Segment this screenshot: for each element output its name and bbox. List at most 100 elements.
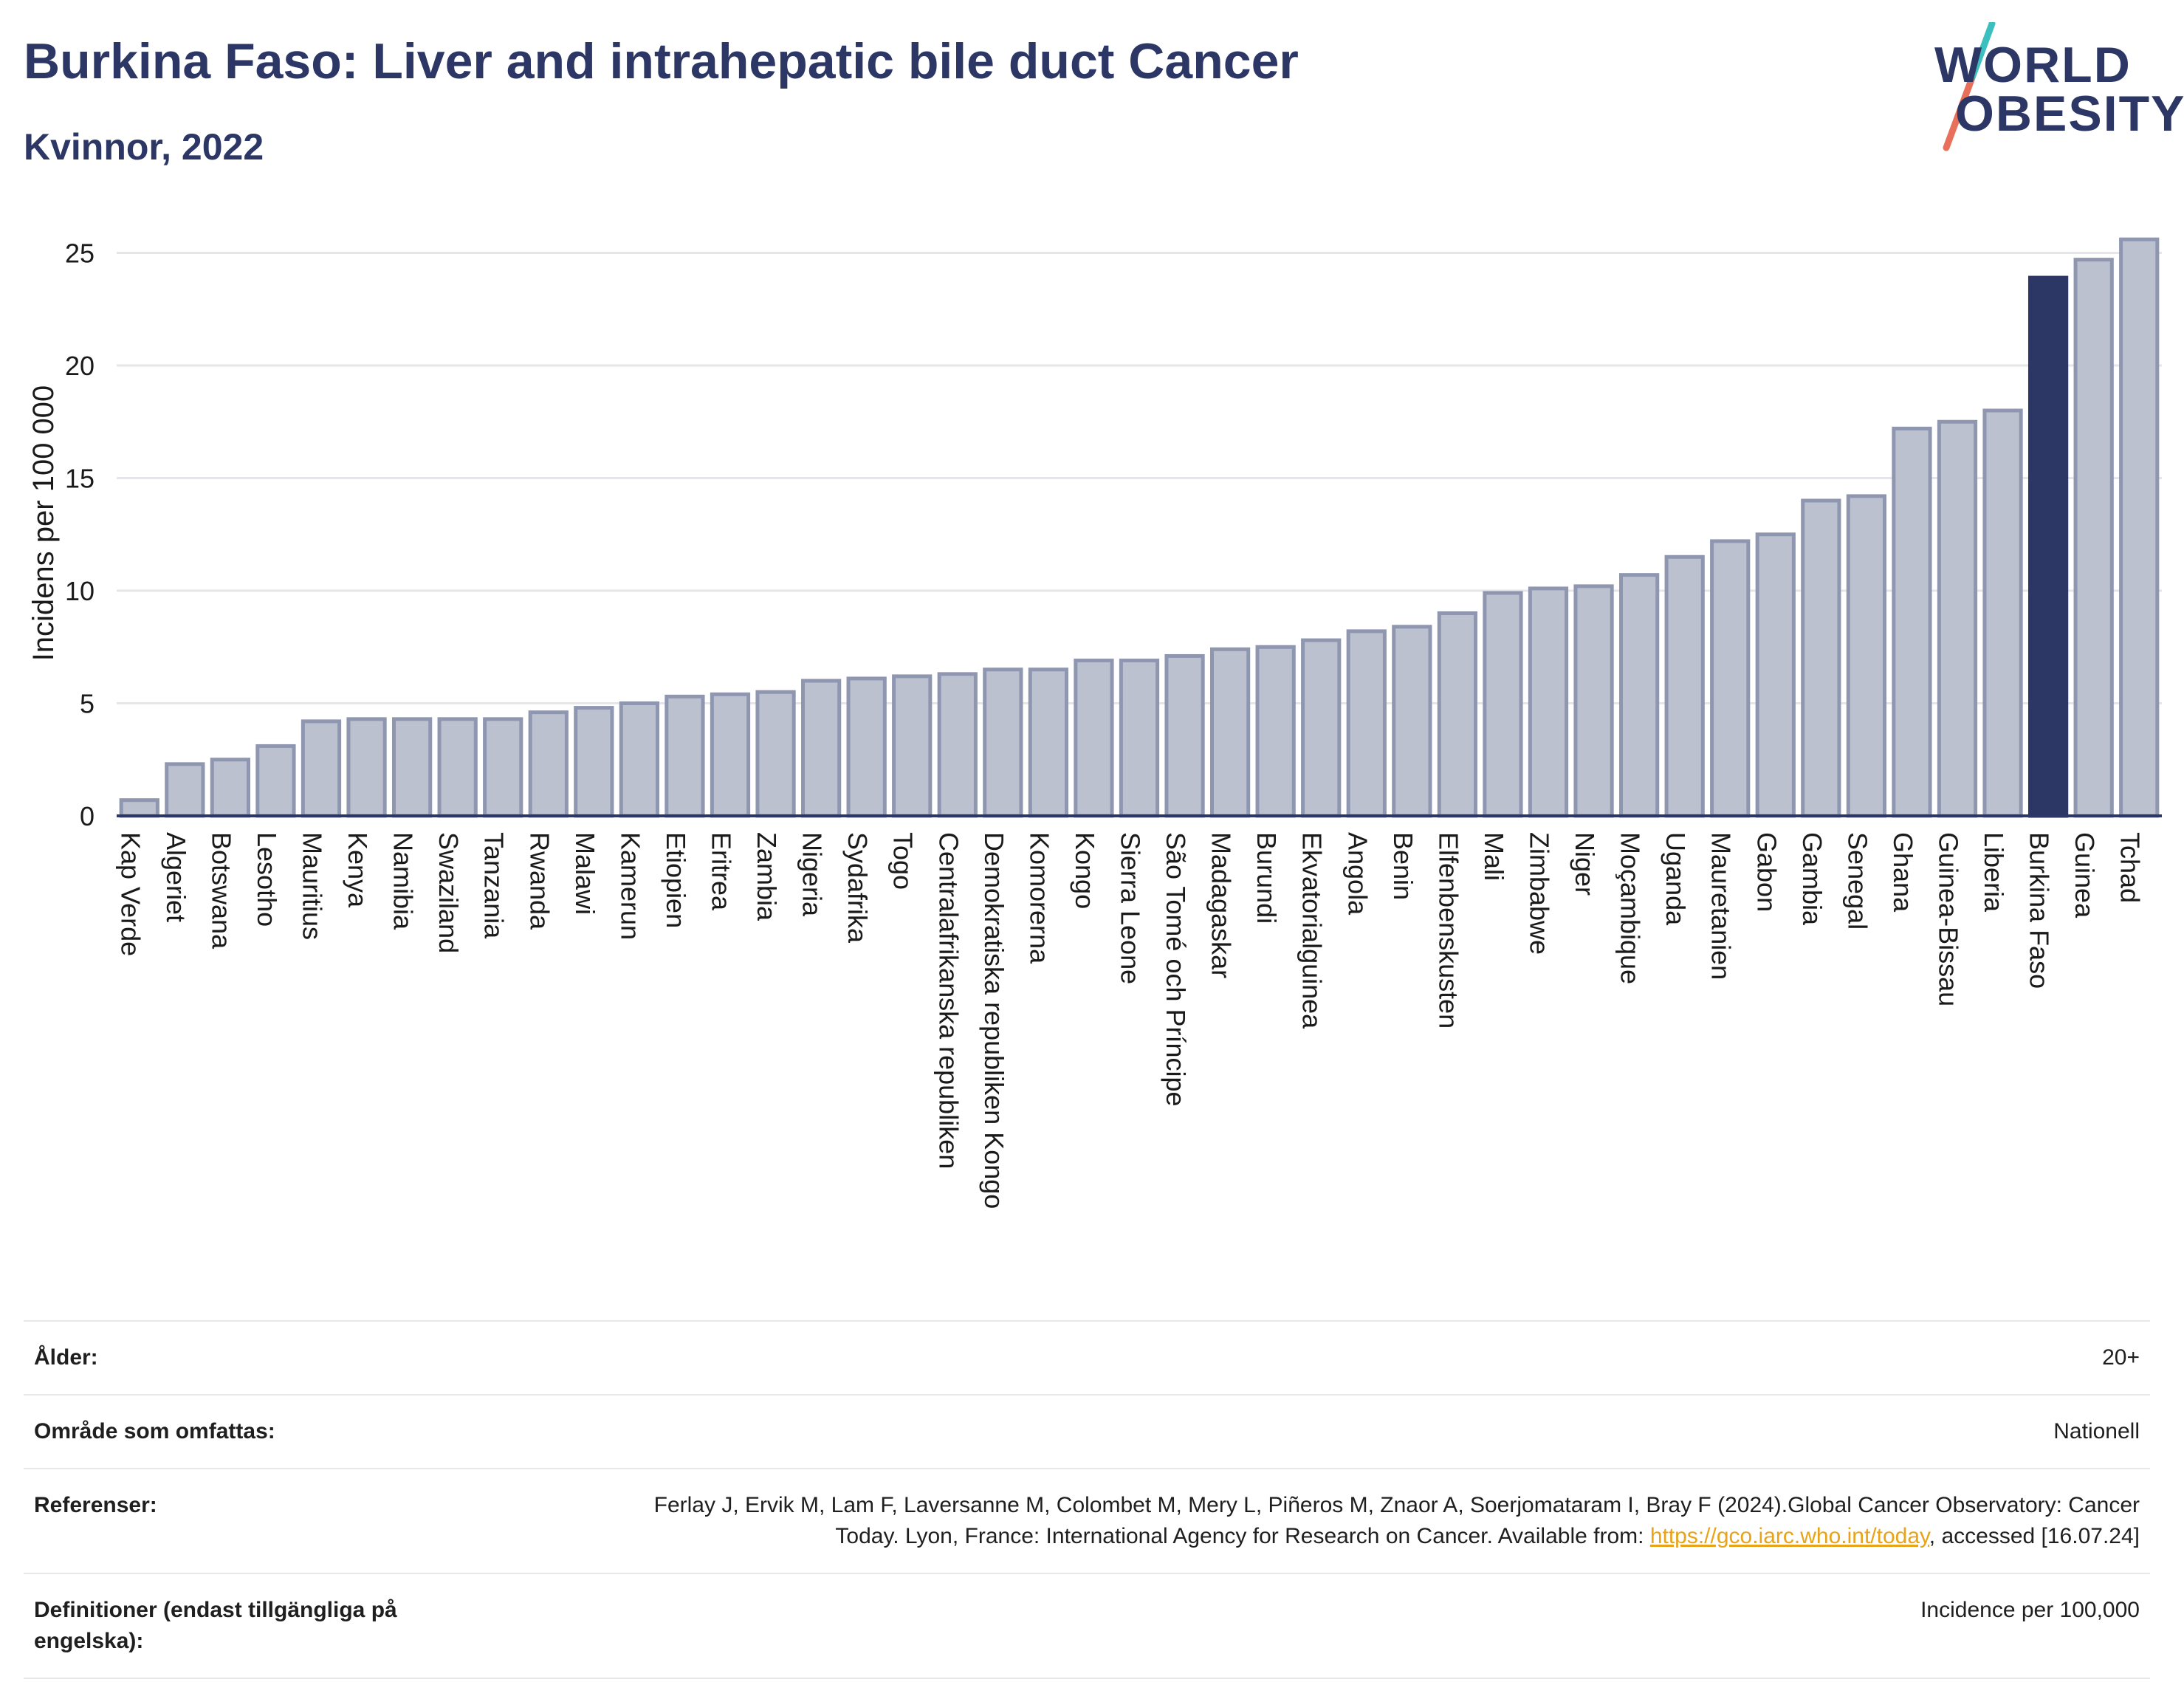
bar-gambia	[1801, 498, 1841, 818]
reference-link[interactable]: https://gco.iarc.who.int/today	[1649, 1524, 1929, 1548]
x-tick-label: Rwanda	[524, 832, 554, 930]
meta-area-value: Nationell	[2053, 1419, 2140, 1443]
bar-liberia	[1982, 408, 2023, 818]
meta-row-definitions: Definitioner (endast tillgängliga på eng…	[24, 1573, 2150, 1679]
bar-nigeria	[800, 679, 842, 818]
bar-mauritius	[301, 719, 342, 818]
meta-age-value: 20+	[2102, 1345, 2140, 1370]
bar-mauretanien	[1710, 539, 1751, 818]
x-tick-label: Uganda	[1661, 832, 1691, 926]
x-tick-label: Etiopien	[661, 832, 691, 928]
x-tick-label: São Tomé och Príncipe	[1161, 832, 1191, 1107]
x-tick-label: Guinea-Bissau	[1934, 832, 1964, 1006]
bar-guinea-bissau	[1937, 419, 1978, 818]
page-title: Burkina Faso: Liver and intrahepatic bil…	[24, 33, 1299, 89]
x-tick-label: Nigeria	[797, 832, 828, 917]
bar-komorerna	[1028, 667, 1069, 818]
bar-burundi	[1255, 645, 1296, 818]
bar-malawi	[574, 706, 614, 818]
x-tick-label: Namibia	[388, 832, 419, 930]
meta-ref-text: Ferlay J, Ervik M, Lam F, Laversanne M, …	[653, 1493, 2140, 1548]
bar-rwanda	[528, 710, 569, 818]
bar-zambia	[755, 690, 796, 818]
y-tick-label: 5	[80, 689, 95, 719]
bar-mali	[1483, 591, 1523, 818]
bar-kongo	[1074, 659, 1114, 818]
meta-age-label: Ålder:	[34, 1345, 98, 1370]
bar-uganda	[1664, 555, 1705, 818]
bar-togo	[892, 674, 933, 818]
bar-gabon	[1755, 532, 1796, 818]
page-subtitle: Kvinnor, 2022	[24, 126, 264, 168]
bar-centralafrikanska-republiken	[937, 672, 978, 818]
x-tick-label: Liberia	[1979, 832, 2009, 913]
meta-ref-value: Ferlay J, Ervik M, Lam F, Laversanne M, …	[589, 1490, 2140, 1552]
meta-row-references: Referenser: Ferlay J, Ervik M, Lam F, La…	[24, 1468, 2150, 1573]
bar-ghana	[1892, 426, 1932, 818]
world-obesity-logo: WORLD OBESITY	[1912, 22, 2184, 155]
bar-algeriet	[165, 762, 205, 818]
x-tick-label: Swaziland	[433, 832, 464, 953]
x-tick-label: Benin	[1388, 832, 1418, 900]
bar-namibia	[391, 717, 433, 818]
y-axis-label: Incidens per 100 000	[27, 385, 60, 662]
x-tick-label: Burkina Faso	[2025, 832, 2055, 989]
labels: 0 5 10 15 20 25 Incidens per 100 000 Kap Verde A…	[27, 238, 2146, 1209]
x-tick-label: Zimbabwe	[1525, 832, 1555, 955]
x-tick-label: Togo	[888, 832, 918, 890]
x-tick-label: Ekvatorialguinea	[1297, 832, 1328, 1029]
x-tick-label: Sierra Leone	[1116, 832, 1146, 984]
x-tick-label: Zambia	[752, 832, 782, 921]
bar-senegal	[1846, 494, 1887, 818]
bar-swaziland	[437, 717, 478, 818]
x-tick-label: Kap Verde	[115, 832, 145, 956]
x-tick-label: Lesotho	[252, 832, 282, 927]
x-tick-label: Kongo	[1070, 832, 1100, 909]
bar-zimbabwe	[1528, 586, 1569, 818]
y-tick-label: 25	[65, 238, 95, 269]
meta-ref-label: Referenser:	[34, 1493, 157, 1517]
bar-kap-verde	[119, 798, 159, 818]
x-tick-label: Elfenbenskusten	[1433, 832, 1463, 1029]
bar-etiopien	[665, 694, 705, 818]
logo-slash-icon	[1943, 22, 1996, 151]
x-tick-label: Gambia	[1797, 832, 1827, 926]
y-tick-label: 15	[65, 464, 95, 494]
x-tick-label: Kamerun	[615, 832, 645, 940]
bar-lesotho	[255, 744, 296, 818]
x-tick-label: Sydafrika	[842, 832, 873, 944]
bar-eritrea	[710, 692, 751, 818]
metadata-table: Ålder: 20+ Område som omfattas: Nationel…	[24, 1320, 2150, 1679]
x-tick-label: Demokratiska republiken Kongo	[979, 832, 1009, 1209]
x-tick-label: Guinea	[2070, 832, 2100, 919]
x-tick-label: Kenya	[343, 832, 373, 908]
logo-word-obesity: OBESITY	[1955, 86, 2184, 142]
bar-ekvatorialguinea	[1301, 638, 1342, 818]
logo-word-world: WORLD	[1934, 37, 2132, 93]
bar-guinea	[2073, 258, 2114, 818]
bar-benin	[1392, 625, 1432, 818]
bar-niger	[1573, 584, 1614, 818]
bar-botswana	[210, 758, 251, 818]
meta-area-label: Område som omfattas:	[34, 1419, 275, 1443]
bar-tanzania	[483, 717, 523, 818]
bar-burkina-faso	[2027, 275, 2069, 818]
x-tick-label: Madagaskar	[1206, 832, 1237, 978]
x-tick-label: Centralafrikanska republiken	[933, 832, 964, 1169]
bar-kamerun	[619, 701, 660, 818]
x-tick-label: Burundi	[1251, 832, 1282, 924]
x-tick-label: Niger	[1570, 832, 1600, 896]
x-tick-label: Malawi	[570, 832, 600, 915]
x-tick-label: Moçambique	[1615, 832, 1646, 984]
y-tick-label: 0	[80, 801, 95, 831]
bars	[119, 237, 2160, 818]
x-tick-label: Tanzania	[479, 832, 509, 939]
meta-def-value: Incidence per 100,000	[1920, 1598, 2140, 1622]
x-tick-label: Senegal	[1842, 832, 1872, 930]
bar-madagaskar	[1209, 647, 1251, 818]
meta-row-age: Ålder: 20+	[24, 1320, 2150, 1394]
bar-mo-ambique	[1618, 573, 1660, 818]
x-tick-label: Mauretanien	[1706, 832, 1737, 980]
bar-chart: 0 5 10 15 20 25 Incidens per 100 000 Kap Verde A…	[27, 237, 2162, 1209]
meta-def-label: Definitioner (endast tillgängliga på eng…	[34, 1598, 397, 1653]
